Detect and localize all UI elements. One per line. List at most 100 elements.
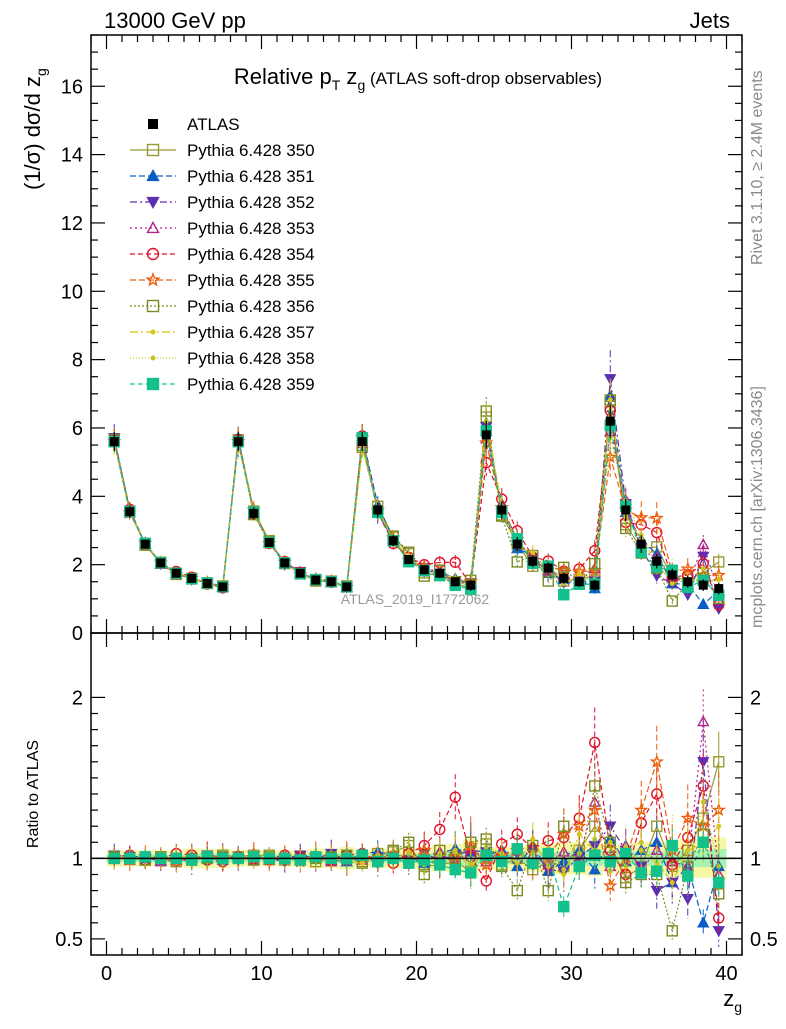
series-8-ratio-point-34 <box>638 839 644 845</box>
atlas-point-32 <box>605 416 615 426</box>
atlas-point-24 <box>481 430 491 440</box>
legend-entry-2: Pythia 6.428 352 <box>130 193 315 212</box>
series-6-ratio-point-29 <box>558 820 570 832</box>
series-6-ratio-point-39 <box>713 888 725 900</box>
ratio-ytick-label-left-2: 2 <box>72 687 83 709</box>
ratio-ytick-label-left-1: 1 <box>72 848 83 870</box>
series-7-ratio-point-34 <box>638 847 644 853</box>
atlas-point-22 <box>450 577 460 587</box>
atlas-point-19 <box>404 555 414 565</box>
atlas-point-8 <box>233 437 243 447</box>
main-ytick-label-7: 14 <box>61 145 83 167</box>
series-9-ratio-point-22 <box>449 863 461 876</box>
series-7-ratio-point-39 <box>716 823 722 829</box>
atlas-point-37 <box>683 577 693 587</box>
ratio-ytick-label-left-0: 0.5 <box>55 929 83 951</box>
legend-label-6: Pythia 6.428 356 <box>187 297 315 316</box>
series-5-ratio-point-39 <box>711 802 726 817</box>
atlas-data-layer <box>109 404 724 595</box>
atlas-point-12 <box>295 568 305 578</box>
series-8-ratio-point-38 <box>700 799 706 805</box>
series-7-main-point-32 <box>607 397 613 403</box>
x-axis-label-text: z <box>723 986 734 1011</box>
legend-marker-2 <box>146 196 160 209</box>
main-ytick-label-2: 4 <box>72 486 83 508</box>
atlas-point-3 <box>156 558 166 568</box>
main-y-axis-label: (1/σ) dσ/d zg <box>20 68 49 190</box>
series-9-ratio-point-20 <box>418 854 430 866</box>
title-main: Relative p <box>234 64 332 89</box>
series-9-ratio-point-33 <box>620 847 632 860</box>
legend-atlas-marker <box>148 119 158 129</box>
atlas-point-18 <box>388 536 398 546</box>
legend-marker-0 <box>146 143 160 157</box>
legend-entry-6: Pythia 6.428 356 <box>130 297 315 316</box>
xtick-label-3: 30 <box>560 963 582 985</box>
series-5-main-point-35 <box>649 510 664 525</box>
series-9-ratio-point-37 <box>682 870 694 882</box>
series-main-6 <box>108 383 725 607</box>
series-5-ratio-line <box>114 761 720 888</box>
series-ratio-8 <box>111 765 722 899</box>
x-axis-label: zg <box>723 986 742 1015</box>
series-9-ratio-point-9 <box>248 851 260 863</box>
series-5-ratio-point-35 <box>649 754 664 768</box>
legend-entry-1: Pythia 6.428 351 <box>130 167 315 186</box>
series-9-ratio-point-38 <box>697 836 709 848</box>
legend-label-1: Pythia 6.428 351 <box>187 167 315 186</box>
ratio-ytick-label-right-0: 0.5 <box>750 929 778 951</box>
series-0-ratio-point-39 <box>713 756 725 768</box>
series-6-ratio-point-31 <box>589 780 601 792</box>
series-9-ratio-point-26 <box>511 843 523 855</box>
series-9-ratio-point-34 <box>635 867 647 879</box>
atlas-point-13 <box>311 575 321 585</box>
legend-label-7: Pythia 6.428 357 <box>187 323 315 342</box>
series-6-main-point-29 <box>558 561 570 574</box>
xtick-label-0: 0 <box>101 963 112 985</box>
legend-entry-3: Pythia 6.428 353 <box>130 219 315 238</box>
atlas-point-28 <box>543 563 553 573</box>
series-9-ratio-point-36 <box>666 839 678 852</box>
series-9-ratio-point-12 <box>294 854 306 866</box>
ratio-y-axis-label: Ratio to ATLAS <box>25 740 42 848</box>
series-6-ratio-point-26 <box>511 884 523 897</box>
legend-marker-3 <box>146 221 160 234</box>
series-6-main-point-31 <box>589 557 601 570</box>
mcplots-reference-label: mcplots.cern.ch [arXiv:1306.3436] <box>749 386 766 628</box>
series-main-4 <box>108 390 725 611</box>
series-6-ratio-point-33 <box>620 876 632 889</box>
series-9-ratio-point-28 <box>542 847 554 860</box>
series-5-main-point-34 <box>634 509 649 524</box>
atlas-point-11 <box>280 558 290 568</box>
legend-label-3: Pythia 6.428 353 <box>187 219 315 238</box>
series-ratio-2 <box>108 718 725 947</box>
series-9-ratio-point-2 <box>139 851 151 863</box>
series-9-ratio-point-35 <box>651 865 663 877</box>
atlas-point-36 <box>667 570 677 580</box>
series-main-3 <box>108 417 725 598</box>
main-ytick-label-4: 8 <box>72 350 83 372</box>
atlas-point-0 <box>109 437 119 447</box>
series-4-main-point-35 <box>651 526 663 539</box>
ratio-frame <box>90 632 743 956</box>
rivet-version-label: Rivet 3.1.10, ≥ 2.4M events <box>749 70 766 265</box>
atlas-point-35 <box>652 556 662 566</box>
series-5-ratio-point-24 <box>479 857 494 871</box>
legend: ATLAS Pythia 6.428 350 Pythia 6.428 351 Pyt… <box>130 115 315 394</box>
main-y-axis-label-text: (1/σ) dσ/d z <box>20 76 45 190</box>
title-mid: z <box>340 64 357 89</box>
atlas-point-10 <box>264 537 274 547</box>
legend-label-0: Pythia 6.428 350 <box>187 141 315 160</box>
series-7-ratio-point-36 <box>669 880 675 886</box>
series-4-ratio-point-22 <box>449 791 461 803</box>
series-main-9 <box>108 410 725 601</box>
series-8-ratio-point-29 <box>561 867 567 873</box>
main-ytick-label-8: 16 <box>61 76 83 98</box>
atlas-point-16 <box>357 437 367 447</box>
title-sub-t: T <box>332 77 341 93</box>
legend-marker-4 <box>146 247 160 261</box>
series-7-main-point-36 <box>669 581 675 587</box>
series-5-ratio-point-34 <box>634 802 649 817</box>
atlas-point-39 <box>714 584 724 594</box>
